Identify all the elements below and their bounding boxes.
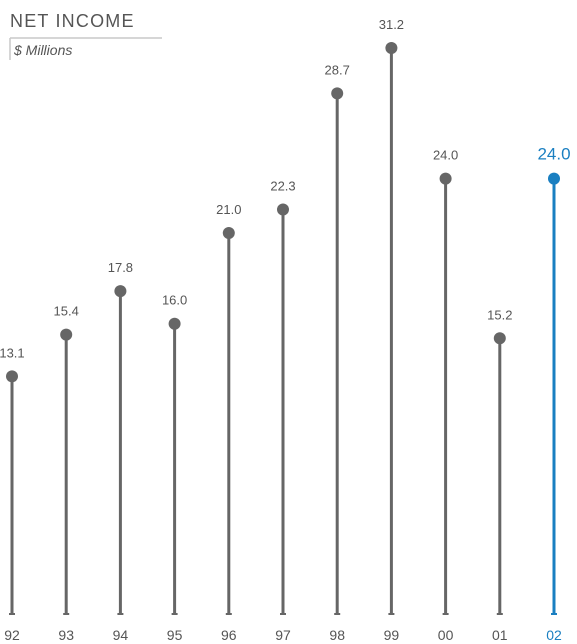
dot-92 xyxy=(6,370,18,383)
dot-96 xyxy=(222,227,235,240)
tick-label-02: 02 xyxy=(546,627,562,643)
tick-label-96: 96 xyxy=(221,627,237,643)
chart-subtitle: $ Millions xyxy=(13,42,72,58)
tick-label-01: 01 xyxy=(492,627,508,643)
dot-97 xyxy=(277,203,289,216)
dot-93 xyxy=(60,328,73,341)
tick-label-93: 93 xyxy=(58,627,74,643)
dot-00 xyxy=(439,172,452,185)
dot-99 xyxy=(385,42,398,54)
tick-label-97: 97 xyxy=(275,627,291,643)
value-label-92: 13.1 xyxy=(0,345,25,360)
tick-label-92: 92 xyxy=(4,627,20,643)
chart-marks: 13.1 92 15.4 93 17.8 94 16.0 95 21.0 96 22.3 97 28.7… xyxy=(0,17,571,643)
dot-98 xyxy=(331,87,344,100)
tick-label-99: 99 xyxy=(384,627,400,643)
title-block: NET INCOME $ Millions xyxy=(9,11,162,60)
value-label-97: 22.3 xyxy=(270,178,295,193)
tick-label-98: 98 xyxy=(329,627,345,643)
chart-title: NET INCOME xyxy=(10,11,135,31)
value-label-96: 21.0 xyxy=(216,202,241,217)
value-label-00: 24.0 xyxy=(433,148,458,163)
dot-95 xyxy=(168,317,181,330)
dot-02 xyxy=(548,172,560,185)
tick-label-00: 00 xyxy=(438,627,454,643)
value-label-99: 31.2 xyxy=(379,17,404,32)
dot-94 xyxy=(114,285,127,298)
tick-label-95: 95 xyxy=(167,627,183,643)
value-label-98: 28.7 xyxy=(325,62,350,77)
tick-label-94: 94 xyxy=(113,627,129,643)
value-label-93: 15.4 xyxy=(54,304,79,319)
value-label-94: 17.8 xyxy=(108,260,133,275)
dot-01 xyxy=(493,332,506,345)
value-label-02: 24.0 xyxy=(537,145,570,164)
value-label-01: 15.2 xyxy=(487,307,512,322)
value-label-95: 16.0 xyxy=(162,293,187,308)
